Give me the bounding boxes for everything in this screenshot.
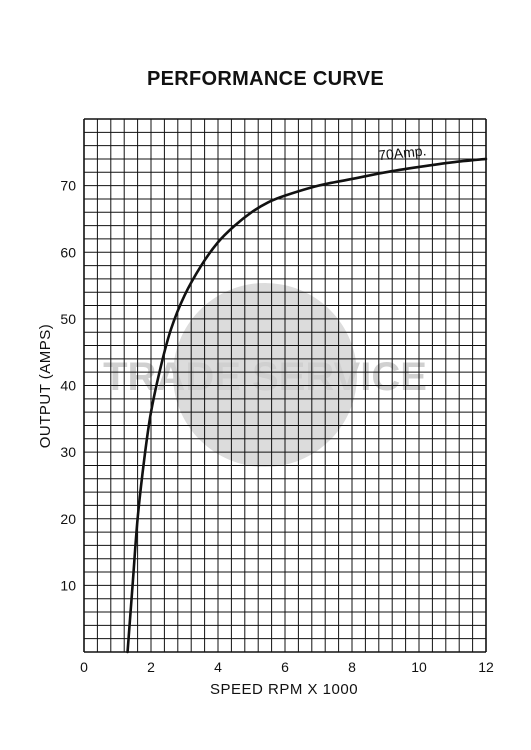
series-layer: 70Amp. xyxy=(126,142,488,654)
watermark-circle xyxy=(173,283,357,467)
y-tick-label: 10 xyxy=(60,577,76,593)
series-line xyxy=(126,157,488,654)
x-tick-label: 12 xyxy=(478,659,494,675)
y-tick-label: 40 xyxy=(60,378,76,394)
watermark: TRADE SERVICE xyxy=(103,283,427,467)
y-tick-label: 60 xyxy=(60,244,76,260)
series-label: 70Amp. xyxy=(377,142,427,163)
x-tick-label: 2 xyxy=(147,659,155,675)
x-tick-label: 8 xyxy=(348,659,356,675)
y-tick-label: 70 xyxy=(60,178,76,194)
x-tick-labels: 0 2 4 6 8 10 12 xyxy=(80,659,494,675)
x-tick-label: 10 xyxy=(411,659,427,675)
y-tick-labels: 10 20 30 40 50 60 70 xyxy=(60,178,76,594)
x-axis-label: SPEED RPM X 1000 xyxy=(210,681,358,698)
x-tick-label: 6 xyxy=(281,659,289,675)
y-axis-label: OUTPUT (AMPS) xyxy=(37,324,54,449)
chart-title: PERFORMANCE CURVE xyxy=(147,68,384,90)
y-tick-label: 50 xyxy=(60,311,76,327)
y-tick-label: 30 xyxy=(60,444,76,460)
y-tick-label: 20 xyxy=(60,511,76,527)
x-tick-label: 4 xyxy=(214,659,222,675)
x-tick-label: 0 xyxy=(80,659,88,675)
grid xyxy=(83,118,487,653)
